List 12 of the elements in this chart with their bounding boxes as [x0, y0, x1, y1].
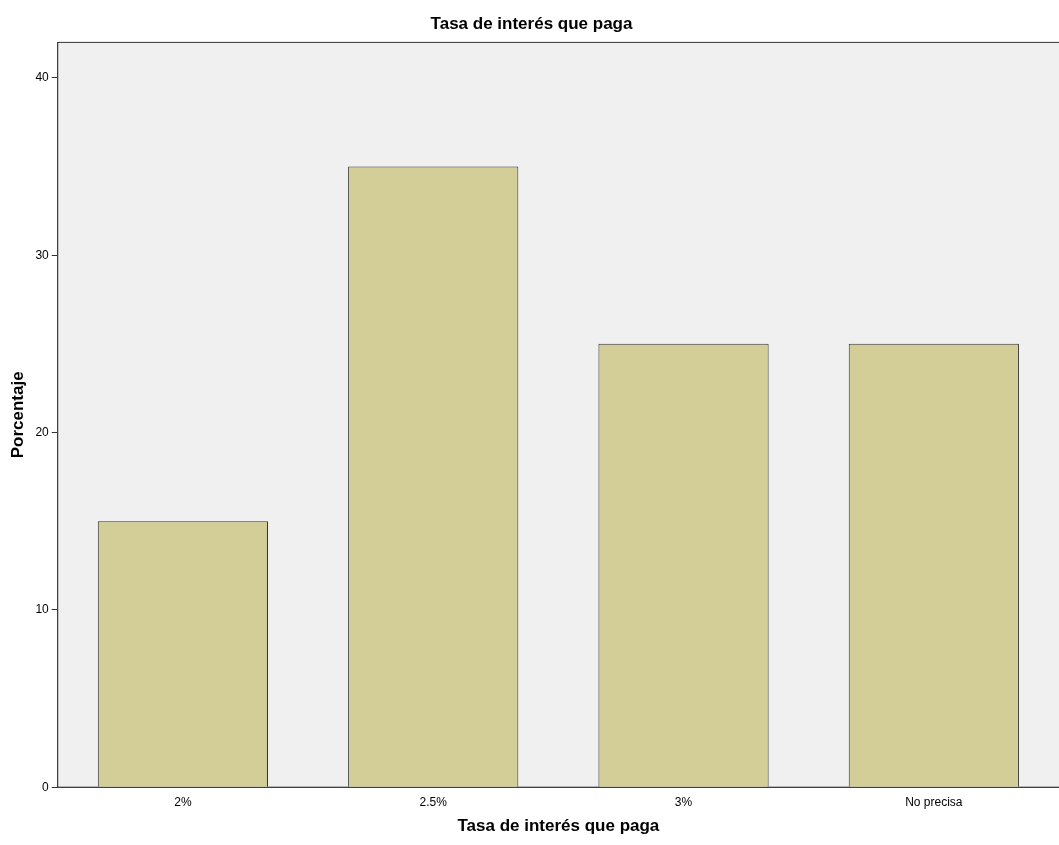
x-axis-title: Tasa de interés que paga — [457, 816, 660, 836]
y-tick-label: 10 — [35, 602, 50, 617]
y-axis-title: Porcentaje — [7, 371, 27, 459]
x-tick-label: No precisa — [905, 794, 963, 809]
y-tick-label: 0 — [42, 779, 50, 794]
x-tick-label: 2% — [174, 794, 192, 809]
x-tick-label: 3% — [674, 794, 693, 809]
y-tick-label: 20 — [35, 424, 50, 439]
chart-title: Tasa de interés que paga — [430, 13, 633, 33]
y-tick-label: 30 — [35, 247, 50, 262]
y-tick-label: 40 — [35, 70, 50, 85]
x-tick-label: 2.5% — [419, 794, 448, 809]
